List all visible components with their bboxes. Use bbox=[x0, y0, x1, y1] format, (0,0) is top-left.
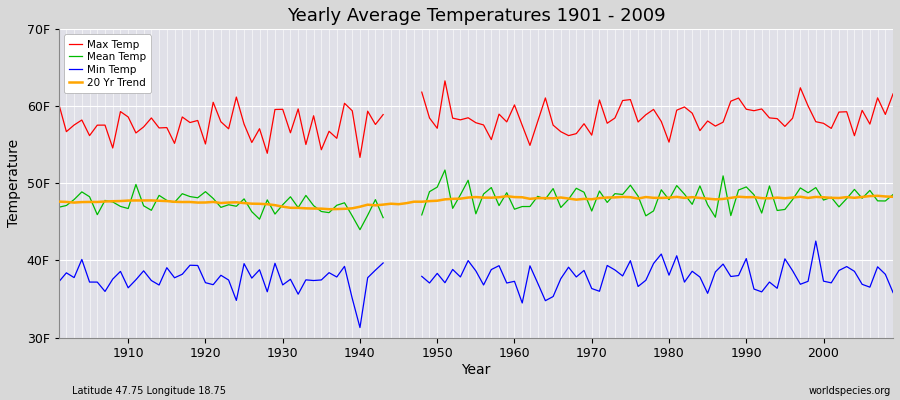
Mean Temp bbox=[887, 192, 898, 197]
Text: Latitude 47.75 Longitude 18.75: Latitude 47.75 Longitude 18.75 bbox=[72, 386, 226, 396]
Mean Temp bbox=[53, 205, 64, 210]
Max Temp bbox=[331, 136, 342, 141]
Min Temp bbox=[331, 275, 342, 280]
Max Temp bbox=[887, 92, 898, 96]
20 Yr Trend bbox=[115, 199, 126, 204]
Line: 20 Yr Trend: 20 Yr Trend bbox=[58, 196, 893, 209]
Max Temp bbox=[517, 123, 527, 128]
Mean Temp bbox=[115, 204, 126, 209]
Max Temp bbox=[285, 130, 296, 135]
Min Temp bbox=[285, 277, 296, 282]
20 Yr Trend bbox=[609, 195, 620, 200]
Legend: Max Temp, Mean Temp, Min Temp, 20 Yr Trend: Max Temp, Mean Temp, Min Temp, 20 Yr Tre… bbox=[64, 34, 151, 93]
20 Yr Trend bbox=[53, 199, 64, 204]
Line: Max Temp: Max Temp bbox=[58, 81, 893, 158]
Mean Temp bbox=[609, 191, 620, 196]
Min Temp bbox=[509, 279, 520, 284]
20 Yr Trend bbox=[324, 207, 335, 212]
Max Temp bbox=[53, 101, 64, 106]
Min Temp bbox=[53, 280, 64, 284]
Min Temp bbox=[115, 269, 126, 274]
Min Temp bbox=[517, 300, 527, 305]
Y-axis label: Temperature: Temperature bbox=[7, 139, 21, 228]
Mean Temp bbox=[331, 203, 342, 208]
Line: Mean Temp: Mean Temp bbox=[58, 170, 893, 230]
20 Yr Trend bbox=[517, 195, 527, 200]
20 Yr Trend bbox=[285, 205, 296, 210]
Title: Yearly Average Temperatures 1901 - 2009: Yearly Average Temperatures 1901 - 2009 bbox=[286, 7, 665, 25]
Line: Min Temp: Min Temp bbox=[58, 241, 893, 328]
Max Temp bbox=[115, 109, 126, 114]
Mean Temp bbox=[509, 207, 520, 212]
Min Temp bbox=[609, 268, 620, 272]
Text: worldspecies.org: worldspecies.org bbox=[809, 386, 891, 396]
Max Temp bbox=[509, 102, 520, 107]
X-axis label: Year: Year bbox=[461, 363, 491, 377]
20 Yr Trend bbox=[887, 194, 898, 199]
20 Yr Trend bbox=[339, 206, 350, 211]
20 Yr Trend bbox=[872, 194, 883, 198]
Mean Temp bbox=[285, 194, 296, 199]
20 Yr Trend bbox=[509, 195, 520, 200]
Mean Temp bbox=[517, 204, 527, 209]
Min Temp bbox=[887, 290, 898, 295]
Max Temp bbox=[609, 116, 620, 120]
